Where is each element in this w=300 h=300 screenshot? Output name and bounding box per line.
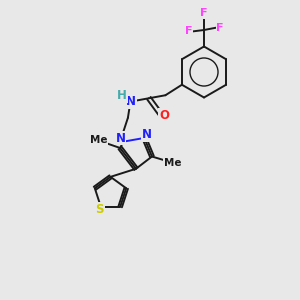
Text: O: O — [159, 109, 169, 122]
Text: S: S — [95, 203, 103, 216]
Text: F: F — [184, 26, 192, 37]
Text: N: N — [142, 128, 152, 142]
Text: H: H — [117, 89, 127, 102]
Text: Me: Me — [90, 135, 107, 145]
Text: F: F — [217, 22, 224, 33]
Text: F: F — [200, 8, 208, 18]
Text: N: N — [126, 95, 136, 108]
Text: Me: Me — [164, 158, 182, 167]
Text: N: N — [116, 131, 125, 145]
